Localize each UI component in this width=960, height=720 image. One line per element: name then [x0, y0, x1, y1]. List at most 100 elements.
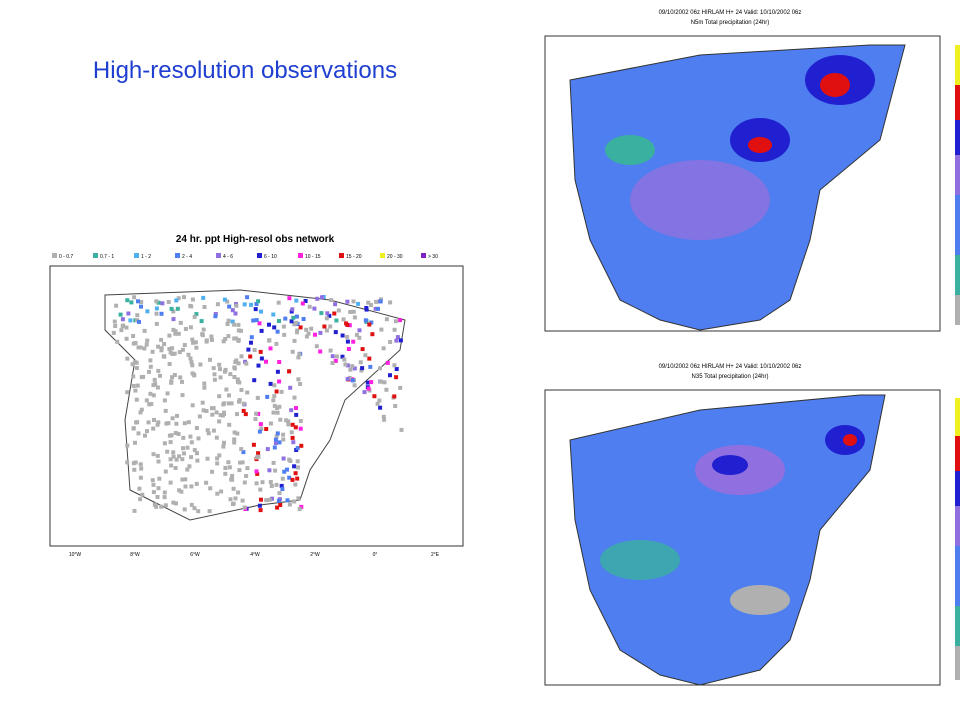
obs-dot [237, 398, 242, 403]
obs-dot [171, 500, 176, 505]
obs-dot [233, 336, 238, 341]
obs-dot [364, 306, 369, 310]
obs-dot [147, 369, 151, 374]
obs-dot [135, 420, 140, 425]
obs-dot [236, 338, 241, 343]
obs-dot [185, 467, 190, 472]
obs-dot [352, 315, 357, 320]
obs-dot [188, 434, 193, 439]
obs-dot [201, 327, 206, 332]
obs-dot [322, 324, 327, 329]
obs-dot [192, 448, 197, 453]
obs-dot [154, 306, 159, 311]
legend-swatch [93, 253, 98, 258]
obs-dot [360, 366, 365, 371]
obs-dot [125, 356, 130, 361]
obs-dot [260, 480, 265, 485]
obs-dot [138, 497, 143, 502]
obs-dot [257, 321, 262, 326]
obs-dot [345, 377, 350, 382]
obs-dot [301, 317, 306, 321]
obs-dot [352, 383, 357, 388]
obs-dot [212, 372, 217, 377]
obs-dot [182, 295, 186, 300]
obs-dot [289, 430, 294, 435]
obs-dot [272, 445, 277, 450]
obs-dot [131, 341, 136, 346]
obs-dot [189, 502, 194, 507]
obs-dot [290, 435, 295, 440]
legend-label: 15 - 20 [346, 254, 362, 260]
obs-dot [156, 344, 161, 349]
obs-dot [226, 334, 231, 339]
obs-dot [133, 360, 137, 365]
obs-dot [259, 497, 263, 502]
obs-dot [254, 411, 259, 416]
obs-dot [277, 491, 282, 496]
obs-dot [267, 497, 272, 502]
obs-dot [231, 486, 236, 491]
obs-dot [328, 348, 333, 353]
colorbar-segment [955, 546, 960, 606]
obs-dot [176, 331, 181, 336]
obs-dot [205, 428, 210, 433]
precip-blob [600, 540, 680, 580]
obs-dot [256, 411, 261, 416]
obs-dot [224, 387, 229, 392]
obs-dot [152, 502, 157, 507]
precip-field [569, 394, 886, 686]
obs-dot [163, 408, 168, 413]
obs-dot [354, 332, 359, 337]
obs-dot [183, 477, 188, 482]
obs-dot [287, 502, 292, 507]
obs-dot [190, 403, 195, 408]
left-map: 24 hr. ppt High-resol obs network [49, 234, 464, 547]
obs-dot [134, 366, 139, 370]
obs-dot [340, 354, 345, 359]
obs-dot [210, 406, 214, 411]
obs-dot [293, 482, 298, 487]
obs-dot [204, 339, 209, 344]
obs-dot [259, 427, 264, 431]
obs-dot [180, 457, 185, 462]
obs-dot [348, 367, 353, 372]
obs-dot [239, 328, 243, 333]
obs-dot [152, 377, 157, 382]
obs-dot [186, 352, 191, 357]
obs-dot [195, 451, 199, 456]
obs-dot [382, 380, 387, 385]
obs-dot [207, 509, 212, 514]
obs-dot [398, 338, 403, 343]
obs-dot [222, 440, 226, 445]
slide-title: High-resolution observations [93, 57, 397, 84]
obs-dot [351, 309, 356, 314]
obs-dot [173, 329, 178, 334]
obs-dot [155, 422, 160, 427]
obs-dot [333, 330, 338, 335]
obs-dot [254, 318, 259, 323]
obs-dot [291, 440, 296, 445]
obs-dot [229, 401, 234, 406]
obs-dot [272, 325, 277, 330]
obs-dot [223, 337, 228, 341]
legend-label: 10 - 15 [305, 254, 321, 260]
obs-dot [149, 402, 154, 406]
obs-dot [294, 406, 298, 410]
obs-dot [292, 338, 297, 343]
obs-dot [290, 477, 295, 482]
obs-dot [287, 369, 292, 374]
obs-dot [239, 354, 244, 359]
obs-dot [336, 308, 341, 313]
obs-dot [144, 342, 149, 347]
obs-dot [379, 379, 383, 384]
obs-dot [170, 352, 175, 356]
obs-dot [218, 375, 223, 380]
obs-dot [165, 391, 170, 396]
obs-dot [230, 308, 235, 313]
obs-dot [151, 426, 156, 431]
obs-dot [279, 483, 284, 488]
obs-dot [182, 507, 187, 512]
obs-dot [200, 400, 205, 405]
obs-dot [256, 363, 261, 368]
obs-dot [327, 313, 332, 318]
